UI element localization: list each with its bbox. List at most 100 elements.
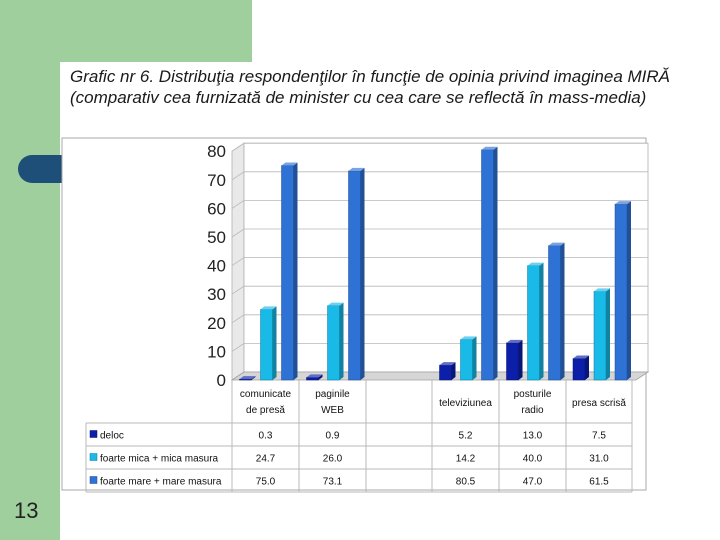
bar-side — [360, 167, 365, 380]
y-tick-label: 10 — [207, 342, 226, 361]
legend-swatch — [89, 476, 98, 484]
bar-side — [339, 302, 344, 380]
legend-label: foarte mica + mica masura — [100, 454, 219, 465]
bar — [527, 262, 544, 381]
bar-top — [348, 167, 365, 171]
data-label: 80.5 — [456, 477, 476, 488]
x-category-label: presa scrisă — [572, 398, 626, 409]
bar — [572, 355, 589, 381]
bar-side — [293, 162, 298, 380]
x-category-label: WEB — [321, 405, 344, 416]
bar-side — [560, 242, 565, 380]
bar-front — [306, 377, 319, 381]
bar-front — [593, 291, 607, 381]
gridline — [231, 142, 648, 152]
bar-side — [493, 146, 498, 380]
bar-side — [539, 262, 544, 380]
bar-front — [614, 203, 628, 381]
bar-side — [606, 288, 610, 380]
bar-front — [572, 358, 586, 381]
bar — [593, 288, 610, 381]
bar-top — [260, 306, 277, 310]
data-label: 73.1 — [323, 477, 343, 488]
bar-side — [272, 306, 277, 380]
y-tick-label: 60 — [207, 199, 226, 218]
bar-front — [348, 170, 361, 381]
x-category-label: comunicate — [240, 389, 292, 400]
bar — [439, 362, 456, 381]
y-tick-label: 0 — [217, 371, 226, 390]
legend-swatch — [89, 453, 98, 461]
data-label: 75.0 — [256, 477, 276, 488]
legend-label: deloc — [100, 431, 124, 442]
gridline — [231, 171, 648, 181]
bar-side — [472, 336, 477, 380]
bar — [348, 167, 365, 381]
bar-top — [460, 336, 477, 340]
data-label: 47.0 — [523, 477, 543, 488]
x-category-label: de presă — [246, 405, 285, 416]
bar-side — [251, 376, 256, 380]
bar-top — [615, 201, 631, 205]
bar-top — [573, 355, 589, 359]
bar-top — [327, 302, 344, 306]
y-tick-label: 40 — [207, 257, 226, 276]
bar-front — [327, 305, 340, 381]
gridline — [231, 314, 648, 324]
y-tick-label: 70 — [207, 171, 226, 190]
data-label: 0.3 — [259, 431, 273, 442]
gridline — [231, 285, 648, 295]
legend-swatch — [89, 430, 98, 438]
bar-front — [548, 245, 561, 381]
data-label: 14.2 — [456, 454, 476, 465]
bar-side — [318, 374, 323, 380]
bar-front — [260, 309, 273, 381]
data-label: 24.7 — [256, 454, 276, 465]
bar-front — [281, 165, 294, 381]
bar — [460, 336, 477, 381]
bar-top — [481, 146, 498, 150]
bar-front — [439, 364, 452, 381]
data-label: 0.9 — [326, 431, 340, 442]
bar-top — [306, 374, 323, 378]
top-sidebar-band — [0, 0, 252, 62]
bar-top — [594, 288, 610, 292]
y-tick-label: 30 — [207, 285, 226, 304]
bar — [239, 376, 256, 381]
data-label: 31.0 — [589, 454, 609, 465]
bar — [548, 242, 565, 381]
bar-front — [481, 149, 494, 381]
x-category-label: paginile — [315, 389, 350, 400]
data-label: 7.5 — [592, 431, 606, 442]
data-label: 13.0 — [523, 431, 543, 442]
bar-top — [281, 162, 298, 166]
bar — [281, 162, 298, 381]
bar-side — [627, 201, 631, 380]
bar-front — [527, 265, 540, 381]
data-label: 40.0 — [523, 454, 543, 465]
data-label: 61.5 — [589, 477, 609, 488]
slide-tab-marker — [18, 155, 62, 183]
x-category-label: radio — [521, 405, 544, 416]
bar — [614, 201, 631, 381]
gridline — [231, 257, 648, 266]
gridline — [231, 228, 648, 238]
data-label: 26.0 — [323, 454, 343, 465]
data-label: 5.2 — [459, 431, 473, 442]
y-tick-label: 50 — [207, 228, 226, 247]
bar — [306, 374, 323, 381]
bar — [506, 339, 523, 381]
bar-top — [239, 376, 256, 380]
bar — [260, 306, 277, 381]
chart-title: Grafic nr 6. Distribuţia respondenţilor … — [70, 67, 671, 107]
gridline — [231, 199, 648, 209]
bar-top — [527, 262, 544, 266]
x-category-label: posturile — [514, 389, 552, 400]
bar-top — [548, 242, 565, 246]
bar-top — [506, 339, 523, 343]
x-category-label: televiziunea — [439, 398, 492, 409]
bar-front — [460, 339, 473, 381]
bar-side — [451, 362, 456, 380]
bar-side — [585, 355, 589, 380]
